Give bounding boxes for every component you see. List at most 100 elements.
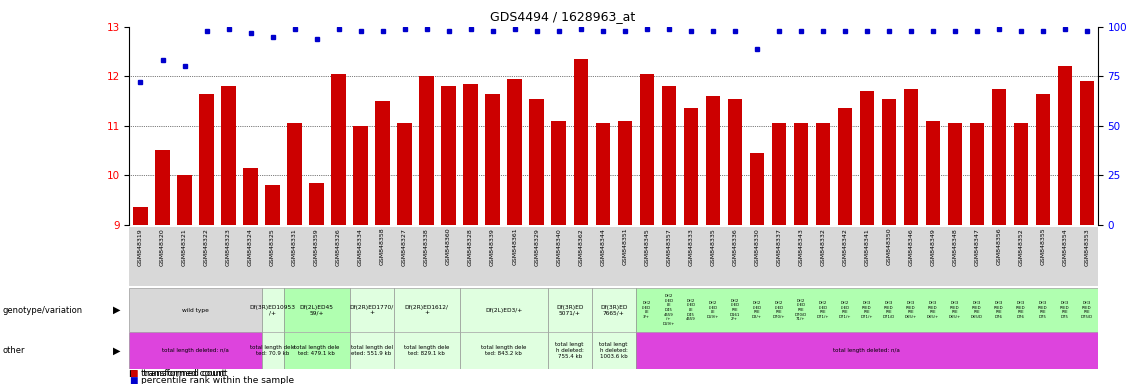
Text: ▶: ▶ [114, 345, 120, 356]
Text: GSM848325: GSM848325 [270, 228, 275, 265]
Bar [794, 123, 807, 384]
Bar [1013, 123, 1028, 384]
Text: GSM848358: GSM848358 [381, 228, 385, 265]
Bar [485, 94, 500, 384]
Text: Df(3
R)ED
R)E
D75/D: Df(3 R)ED R)E D75/D [1081, 301, 1093, 319]
Text: GSM848329: GSM848329 [534, 228, 539, 266]
Text: GSM848341: GSM848341 [865, 228, 869, 265]
Text: GSM848355: GSM848355 [1040, 228, 1045, 265]
Text: Df(2
L)ED
R)E
D71/+: Df(2 L)ED R)E D71/+ [816, 301, 829, 319]
Bar [354, 126, 368, 384]
Text: GSM848344: GSM848344 [600, 228, 605, 266]
Text: total length dele
ted: 479.1 kb: total length dele ted: 479.1 kb [294, 345, 339, 356]
Text: GSM848350: GSM848350 [886, 228, 892, 265]
Text: GSM848327: GSM848327 [402, 228, 408, 266]
Text: GSM848335: GSM848335 [711, 228, 715, 265]
Bar [706, 96, 720, 384]
Bar [882, 99, 896, 384]
Bar [284, 288, 349, 332]
Text: GSM848342: GSM848342 [842, 228, 847, 266]
Text: Df(2
L)ED
R)E
D161
2/+: Df(2 L)ED R)E D161 2/+ [730, 299, 740, 321]
Bar [904, 89, 918, 384]
Bar [591, 288, 636, 332]
Text: total length deleted: n/a: total length deleted: n/a [162, 348, 229, 353]
Text: Df(3
R)ED
R)E
D76: Df(3 R)ED R)E D76 [1016, 301, 1026, 319]
Text: GSM848324: GSM848324 [248, 228, 253, 266]
Bar [948, 123, 962, 384]
Bar [284, 332, 349, 369]
Text: percentile rank within the sample: percentile rank within the sample [141, 376, 294, 384]
Bar [547, 288, 591, 332]
Text: GSM848360: GSM848360 [446, 228, 452, 265]
Text: Df(2
L)ED
LE
D45
4559: Df(2 L)ED LE D45 4559 [686, 299, 696, 321]
Bar [441, 86, 456, 384]
Bar [459, 288, 547, 332]
Text: GSM848319: GSM848319 [138, 228, 143, 265]
Text: Df(2
L)ED
R)E
D2/+: Df(2 L)ED R)E D2/+ [752, 301, 761, 319]
Text: Df(2
L)ED
LE
3/+: Df(2 L)ED LE 3/+ [642, 301, 651, 319]
Text: total lengt
h deleted:
1003.6 kb: total lengt h deleted: 1003.6 kb [599, 342, 628, 359]
Text: Df(2
L)ED
R)E
D70/D
71/+: Df(2 L)ED R)E D70/D 71/+ [795, 299, 807, 321]
Text: GSM848353: GSM848353 [1084, 228, 1089, 265]
Bar [969, 123, 984, 384]
Bar [508, 79, 521, 384]
Bar [178, 175, 191, 384]
Text: GSM848338: GSM848338 [425, 228, 429, 265]
Text: GSM848346: GSM848346 [909, 228, 913, 265]
Bar [859, 91, 874, 384]
Text: Df(2
L)ED
R)E
D70/+: Df(2 L)ED R)E D70/+ [772, 301, 785, 319]
Text: GSM848351: GSM848351 [623, 228, 627, 265]
Bar [640, 74, 654, 384]
Text: GSM848349: GSM848349 [930, 228, 936, 266]
Text: Df(3R)ED
5071/+: Df(3R)ED 5071/+ [556, 305, 583, 316]
Text: Df(3
R)ED
R)E
D75: Df(3 R)ED R)E D75 [1060, 301, 1070, 319]
Bar [129, 332, 261, 369]
Text: Df(2L)ED3/+: Df(2L)ED3/+ [485, 308, 522, 313]
Text: GSM848334: GSM848334 [358, 228, 363, 266]
Bar [552, 121, 565, 384]
Text: Df(2R)ED1612/
+: Df(2R)ED1612/ + [404, 305, 448, 316]
Bar [243, 168, 258, 384]
Bar [133, 207, 148, 384]
Bar [261, 332, 284, 369]
Text: Df(2R)ED1770/
+: Df(2R)ED1770/ + [349, 305, 394, 316]
Bar [636, 332, 1098, 369]
Bar [349, 332, 394, 369]
Text: GSM848336: GSM848336 [732, 228, 738, 265]
Text: genotype/variation: genotype/variation [2, 306, 82, 314]
Text: GSM848357: GSM848357 [667, 228, 671, 265]
Bar [261, 288, 284, 332]
Bar [636, 288, 1098, 332]
Text: Df(3
R)ED
R)E
D76: Df(3 R)ED R)E D76 [994, 301, 1003, 319]
Text: total length del
eted: 551.9 kb: total length del eted: 551.9 kb [350, 345, 393, 356]
Text: GSM848361: GSM848361 [512, 228, 517, 265]
Text: ■: ■ [129, 376, 138, 384]
Bar [129, 288, 261, 332]
Bar [926, 121, 940, 384]
Text: Df(3
R)ED
R)E
D75: Df(3 R)ED R)E D75 [1038, 301, 1047, 319]
Text: ■: ■ [129, 369, 138, 377]
Text: ■  transformed count: ■ transformed count [129, 369, 227, 377]
Bar [750, 153, 763, 384]
Bar [266, 185, 279, 384]
Text: Df(3R)ED10953
/+: Df(3R)ED10953 /+ [250, 305, 295, 316]
Text: GSM848348: GSM848348 [953, 228, 957, 265]
Text: total length deleted: n/a: total length deleted: n/a [833, 348, 900, 353]
Text: GSM848343: GSM848343 [798, 228, 803, 266]
Text: Df(3
R)ED
R)E
D65/+: Df(3 R)ED R)E D65/+ [949, 301, 960, 319]
Text: GSM848320: GSM848320 [160, 228, 166, 265]
Bar [547, 332, 591, 369]
Bar [397, 123, 412, 384]
Text: transformed count: transformed count [141, 369, 225, 377]
Bar [596, 123, 610, 384]
Text: GDS4494 / 1628963_at: GDS4494 / 1628963_at [491, 10, 635, 23]
Bar [459, 332, 547, 369]
Text: Df(2L)ED45
59/+: Df(2L)ED45 59/+ [300, 305, 333, 316]
Bar [331, 74, 346, 384]
Bar [992, 89, 1006, 384]
Text: GSM848326: GSM848326 [336, 228, 341, 265]
Bar [287, 123, 302, 384]
Bar [771, 123, 786, 384]
Text: Df(2
L)ED
LE
D59/+: Df(2 L)ED LE D59/+ [706, 301, 718, 319]
Text: GSM848322: GSM848322 [204, 228, 209, 266]
